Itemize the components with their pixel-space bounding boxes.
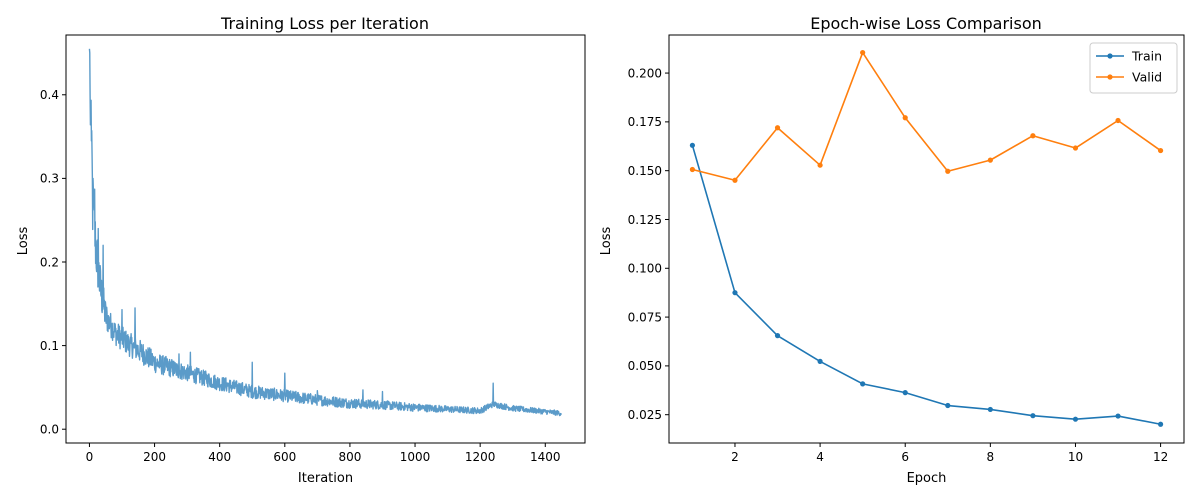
y-tick-label: 0.4 <box>40 88 59 102</box>
x-tick-label: 10 <box>1068 450 1083 464</box>
y-axis-ticks: 0.025 0.050 0.075 0.100 0.125 0.150 0.175 0.200 <box>628 66 669 422</box>
train-point <box>860 381 866 387</box>
legend-item-train: Train <box>1096 49 1162 64</box>
valid-point <box>860 49 866 56</box>
legend-label-train: Train <box>1131 49 1162 64</box>
train-loss-line <box>691 145 1161 426</box>
y-axis-ticks: 0.0 0.1 0.2 0.3 0.4 <box>40 88 66 437</box>
y-tick-label: 0.075 <box>628 310 662 324</box>
chart-title: Training Loss per Iteration <box>220 14 429 33</box>
x-tick-label: 2 <box>731 450 739 464</box>
x-tick-label: 1000 <box>400 450 431 464</box>
train-point <box>945 402 951 409</box>
valid-point <box>1157 147 1164 154</box>
epoch-loss-chart: Epoch-wise Loss Comparison 2 4 6 8 10 12 0.02… <box>599 14 1185 486</box>
training-loss-chart: Training Loss per Iteration 0 200 400 600 80… <box>16 14 586 486</box>
x-tick-label: 600 <box>273 450 296 464</box>
x-tick-label: 800 <box>338 450 361 464</box>
y-tick-label: 0.0 <box>40 423 59 437</box>
valid-point <box>1030 133 1036 139</box>
x-tick-label: 1200 <box>465 450 496 464</box>
x-tick-label: 400 <box>208 450 231 464</box>
legend-marker-train <box>1107 53 1113 59</box>
y-tick-label: 0.125 <box>628 213 662 227</box>
valid-loss-line <box>692 51 1162 182</box>
x-axis-label: Iteration <box>298 471 353 486</box>
axes-frame <box>65 34 586 444</box>
train-point <box>774 333 781 339</box>
x-tick-label: 12 <box>1153 450 1168 464</box>
y-tick-label: 0.3 <box>40 172 59 186</box>
valid-point <box>987 157 993 163</box>
train-point <box>1157 421 1164 427</box>
valid-point <box>1072 145 1079 151</box>
valid-point <box>945 168 951 174</box>
valid-point <box>689 166 696 173</box>
train-point <box>1072 416 1079 422</box>
x-axis-ticks: 0 200 400 600 800 1000 1200 1400 <box>86 443 561 464</box>
train-point <box>689 142 696 148</box>
train-point <box>1030 413 1036 419</box>
axes-frame <box>668 34 1185 444</box>
chart-title: Epoch-wise Loss Comparison <box>810 14 1042 33</box>
y-tick-label: 0.100 <box>628 262 662 276</box>
legend: Train Valid <box>1089 42 1178 94</box>
valid-point <box>902 115 908 121</box>
y-tick-label: 0.025 <box>628 408 662 422</box>
train-point <box>817 358 823 364</box>
x-tick-label: 200 <box>143 450 166 464</box>
x-tick-label: 0 <box>86 450 94 464</box>
y-tick-label: 0.050 <box>628 359 662 373</box>
x-tick-label: 4 <box>816 450 824 464</box>
legend-marker-valid <box>1107 74 1113 80</box>
x-tick-label: 8 <box>987 450 995 464</box>
train-point <box>987 406 993 413</box>
y-axis-label: Loss <box>599 227 614 256</box>
y-tick-label: 0.1 <box>40 339 59 353</box>
valid-point <box>817 162 823 168</box>
x-axis-label: Epoch <box>907 471 947 486</box>
legend-item-valid: Valid <box>1096 70 1162 85</box>
x-tick-label: 1400 <box>530 450 561 464</box>
valid-point <box>774 125 781 131</box>
training-loss-line <box>88 48 562 417</box>
valid-point <box>732 177 738 183</box>
train-point <box>1115 413 1121 419</box>
legend-label-valid: Valid <box>1132 70 1162 85</box>
y-tick-label: 0.150 <box>628 164 662 178</box>
x-tick-label: 6 <box>901 450 909 464</box>
valid-point <box>1115 117 1121 124</box>
y-tick-label: 0.2 <box>40 255 59 269</box>
y-tick-label: 0.200 <box>628 66 662 80</box>
x-axis-ticks: 2 4 6 8 10 12 <box>731 443 1168 464</box>
y-axis-label: Loss <box>16 227 31 256</box>
train-point <box>902 390 908 396</box>
plot-area <box>88 48 562 417</box>
y-tick-label: 0.175 <box>628 115 662 129</box>
plot-area <box>689 49 1164 427</box>
train-point <box>732 290 738 296</box>
